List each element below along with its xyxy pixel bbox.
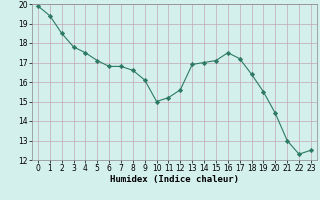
X-axis label: Humidex (Indice chaleur): Humidex (Indice chaleur) (110, 175, 239, 184)
